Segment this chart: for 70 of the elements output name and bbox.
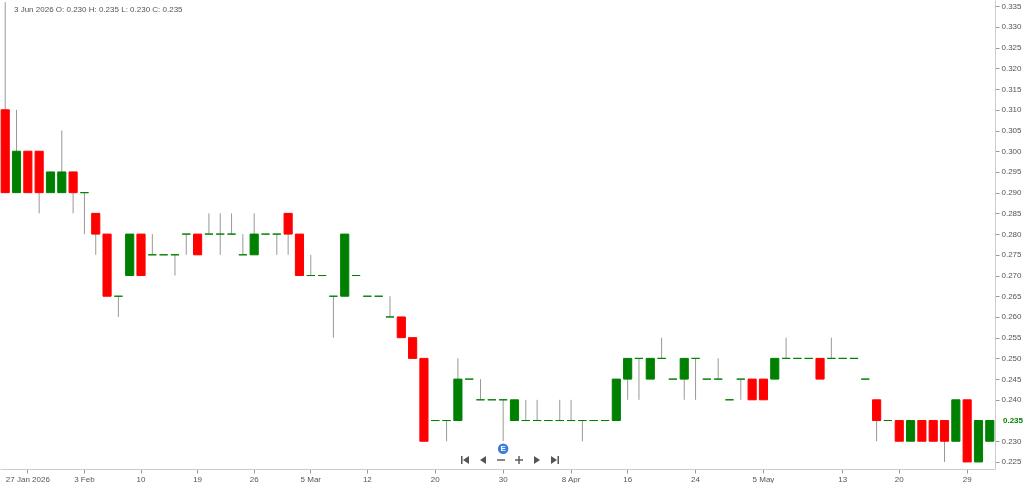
x-tick-label: 8 Apr	[561, 474, 581, 484]
candlestick	[68, 171, 78, 214]
candlestick	[193, 233, 203, 256]
y-tick-label: 0.305	[1001, 126, 1023, 136]
candlestick	[385, 295, 395, 318]
candlestick	[45, 171, 56, 194]
x-tick-label: 19	[193, 474, 203, 484]
candlestick	[815, 357, 825, 380]
y-tick-label: 0.240	[1001, 395, 1023, 405]
y-tick-label: 0.285	[1001, 208, 1023, 218]
candlestick	[906, 420, 916, 442]
y-tick-label: 0.330	[1001, 22, 1023, 32]
y-tick-label: 0.325	[1001, 43, 1023, 53]
candlestick	[272, 233, 282, 256]
candlestick	[939, 420, 950, 463]
y-tick-label: 0.225	[1001, 457, 1023, 467]
candlestick	[679, 357, 689, 401]
y-tick-label: 0.310	[1001, 105, 1023, 115]
candlestick	[215, 212, 225, 256]
x-tick-label: 5 Mar	[300, 474, 322, 484]
y-tick-label: 0.280	[1001, 229, 1023, 239]
y-tick-label: 0.315	[1001, 84, 1023, 94]
candlestick	[396, 316, 406, 339]
x-tick-label: 27 Jan 2026	[5, 474, 51, 484]
y-tick-label: 0.260	[1001, 312, 1023, 322]
candlestick	[249, 212, 259, 256]
y-tick-label: 0.275	[1001, 250, 1023, 260]
y-tick-label: 0.265	[1001, 291, 1023, 301]
x-tick-label: 12	[362, 474, 373, 484]
candlestick	[57, 130, 67, 194]
candlestick	[181, 233, 191, 256]
x-tick-label: 5 May	[752, 474, 775, 484]
candlestick	[747, 378, 757, 401]
candlestick	[770, 357, 780, 380]
candlestick	[408, 337, 418, 359]
y-tick-label: 0.255	[1001, 333, 1023, 343]
candlestick	[894, 420, 904, 442]
x-tick-label: 13	[838, 474, 848, 484]
candlestick	[283, 212, 293, 256]
y-tick-label: 0.290	[1001, 188, 1023, 198]
x-tick-label: 29	[962, 474, 973, 484]
y-tick-label: 0.230	[1001, 436, 1023, 446]
candlestick	[758, 378, 769, 401]
x-tick-label: 30	[498, 474, 509, 484]
y-tick-label: 0.250	[1001, 353, 1023, 363]
x-tick-label: 3 Feb	[74, 474, 96, 484]
x-tick-label: 10	[136, 474, 147, 484]
candlestick	[623, 357, 633, 401]
candlestick	[872, 399, 882, 442]
candlestick	[645, 357, 655, 380]
candlestick	[736, 378, 746, 401]
candlestick	[91, 212, 101, 256]
y-tick-label: 0.270	[1001, 271, 1023, 281]
candlestick	[713, 357, 723, 380]
text: 0.235	[1003, 415, 1024, 425]
annotation: E	[500, 443, 507, 453]
candlestick	[509, 399, 520, 422]
x-tick-label: 16	[623, 474, 633, 484]
x-tick-label: 20	[430, 474, 441, 484]
candlestick	[204, 212, 214, 235]
x-tick-label: 24	[691, 474, 701, 484]
y-tick-label: 0.295	[1001, 167, 1023, 177]
text: 3 Jun 2026 O: 0.230 H: 0.235 L: 0.230 C: 0.235	[14, 5, 183, 14]
y-tick-label: 0.300	[1001, 146, 1023, 156]
candlestick	[226, 212, 237, 235]
y-tick-label: 0.245	[1001, 374, 1023, 384]
x-tick-label: 26	[249, 474, 260, 484]
x-tick-label: 20	[894, 474, 905, 484]
y-tick-label: 0.335	[1001, 1, 1023, 11]
y-tick-label: 0.320	[1001, 63, 1023, 73]
